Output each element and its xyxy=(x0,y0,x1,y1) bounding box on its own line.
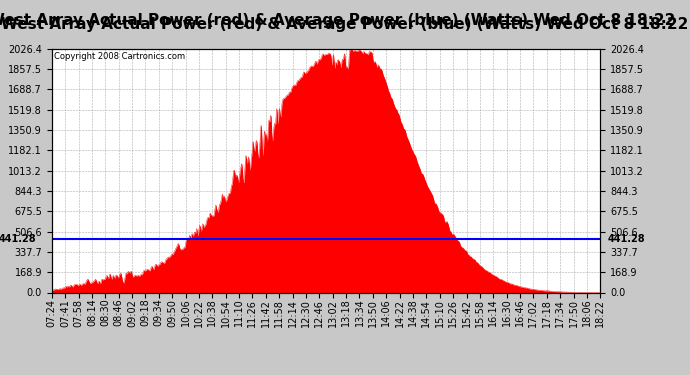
Text: 441.28: 441.28 xyxy=(607,234,645,244)
Text: West Array Actual Power (red) & Average Power (blue) (Watts) Wed Oct 8 18:22: West Array Actual Power (red) & Average … xyxy=(1,17,689,32)
Text: Copyright 2008 Cartronics.com: Copyright 2008 Cartronics.com xyxy=(55,53,186,62)
Text: 441.28: 441.28 xyxy=(0,234,37,244)
Text: West Array Actual Power (red) & Average Power (blue) (Watts) Wed Oct 8 18:22: West Array Actual Power (red) & Average … xyxy=(0,13,675,28)
